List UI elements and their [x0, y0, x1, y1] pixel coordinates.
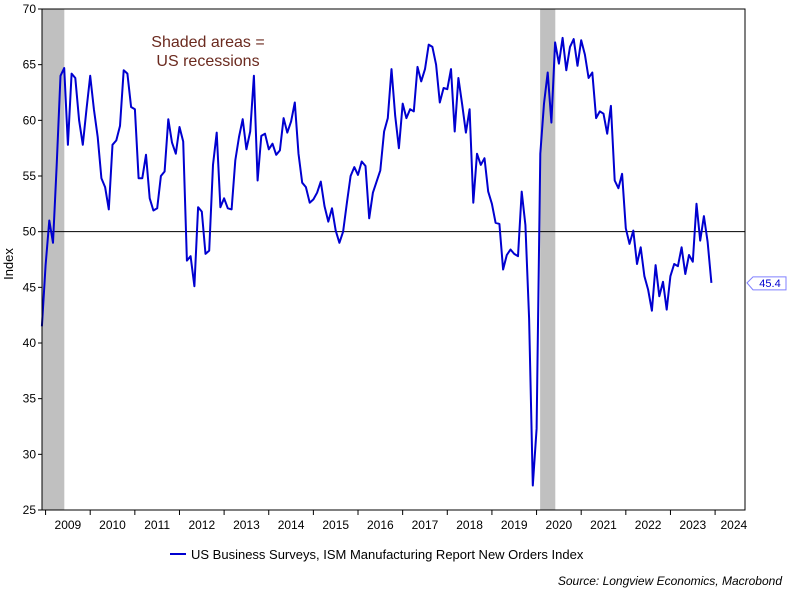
x-tick-label: 2010	[99, 518, 126, 532]
y-tick-label: 25	[23, 503, 37, 517]
last-value-box	[746, 276, 787, 291]
x-tick-label: 2013	[233, 518, 260, 532]
legend-label: US Business Surveys, ISM Manufacturing R…	[191, 547, 584, 562]
y-tick-label: 40	[23, 336, 37, 350]
last-value-label: 45.4	[759, 278, 780, 290]
y-tick-label: 50	[23, 225, 37, 239]
x-tick-label: 2023	[679, 518, 706, 532]
y-tick-label: 35	[23, 392, 37, 406]
y-tick-label: 30	[23, 447, 37, 461]
x-tick-label: 2024	[720, 518, 747, 532]
x-tick-label: 2017	[412, 518, 439, 532]
x-tick-label: 2009	[55, 518, 82, 532]
y-tick-label: 65	[23, 58, 37, 72]
y-tick-label: 60	[23, 113, 37, 127]
recession-annotation-line-2: US recessions	[156, 53, 259, 70]
x-tick-label: 2014	[278, 518, 305, 532]
y-tick-label: 55	[23, 169, 37, 183]
source-note: Source: Longview Economics, Macrobond	[558, 574, 782, 588]
recession-annotation-line-1: Shaded areas =	[151, 34, 264, 51]
x-tick-label: 2015	[322, 518, 349, 532]
x-tick-label: 2019	[501, 518, 528, 532]
plot-frame	[41, 8, 746, 511]
x-tick-label: 2020	[546, 518, 573, 532]
x-tick-label: 2018	[456, 518, 483, 532]
x-tick-label: 2011	[144, 518, 170, 532]
series-group	[40, 36, 713, 487]
y-axis-label: Index	[1, 248, 16, 280]
x-tick-label: 2012	[188, 518, 215, 532]
recession-shading-group	[42, 9, 556, 510]
last-value-callout: 45.4	[746, 276, 787, 291]
y-tick-label: 70	[23, 2, 37, 16]
series-line-1	[40, 36, 713, 487]
x-tick-label: 2016	[367, 518, 394, 532]
legend: US Business Surveys, ISM Manufacturing R…	[170, 547, 584, 562]
y-tick-label: 45	[23, 280, 37, 294]
axes-group: 25 30 35 40 45 50 55 60 65 70 2009 2010 2011 2012 2013…	[23, 2, 748, 532]
x-tick-label: 2022	[635, 518, 662, 532]
recession-band-2	[540, 9, 556, 510]
x-tick-label: 2021	[590, 518, 617, 532]
